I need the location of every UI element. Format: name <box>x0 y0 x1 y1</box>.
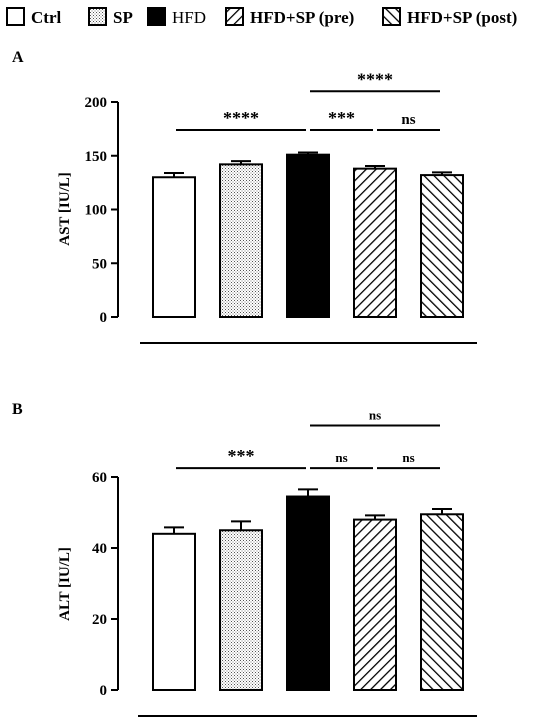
legend-label-sp: SP <box>113 8 133 27</box>
bar-a-2 <box>286 153 330 318</box>
sig-label-a-3: **** <box>357 69 393 89</box>
y-tick-label-a-4: 200 <box>85 95 108 111</box>
legend-swatch-sp <box>88 7 107 26</box>
panel-label-a: A <box>12 49 24 66</box>
y-tick-label-b-3: 60 <box>92 470 107 486</box>
legend-swatch-ctrl <box>6 7 25 26</box>
y-tick-label-a-0: 0 <box>100 310 108 326</box>
y-axis-title-b: ALT [IU/L] <box>57 547 73 621</box>
legend-swatch-hfd <box>147 7 166 26</box>
bar-a-0 <box>152 176 196 318</box>
y-tick-label-b-0: 0 <box>100 683 108 699</box>
sig-label-a-2: ns <box>401 112 415 128</box>
sig-label-b-3: ns <box>369 408 381 423</box>
y-tick-label-a-2: 100 <box>85 203 108 219</box>
sig-label-a-1: *** <box>328 108 355 128</box>
bar-b-4 <box>420 513 464 692</box>
legend-item-hfd: HFD <box>147 7 206 27</box>
bar-a-3 <box>353 167 397 318</box>
bar-a-1 <box>219 163 263 318</box>
sig-label-b-0: *** <box>228 446 255 466</box>
legend-label-hfd-sp-post: HFD+SP (post) <box>407 8 517 27</box>
sig-label-b-1: ns <box>335 450 347 465</box>
legend-label-ctrl: Ctrl <box>31 8 61 27</box>
y-tick-label-b-2: 40 <box>92 541 107 557</box>
legend-swatch-hfd-sp-pre <box>225 7 244 26</box>
legend-swatch-hfd-sp-post <box>382 7 401 26</box>
panel-b: B ALT [IU/L] 0 20 40 60 *** ns ns ns <box>12 401 477 717</box>
y-tick-label-a-1: 50 <box>92 256 107 272</box>
y-tick-label-a-3: 150 <box>85 149 108 165</box>
legend: Ctrl SP HFD HFD+SP (pre) HFD+SP (post) <box>6 7 517 27</box>
bar-b-2 <box>286 495 330 691</box>
legend-label-hfd: HFD <box>172 8 206 27</box>
bar-b-1 <box>219 529 263 691</box>
legend-item-ctrl: Ctrl <box>6 7 61 27</box>
panel-label-b: B <box>12 401 23 418</box>
chart-b-marks: 0 20 40 60 *** ns ns ns <box>92 408 477 717</box>
y-axis-title-a: AST [IU/L] <box>57 172 73 246</box>
legend-label-hfd-sp-pre: HFD+SP (pre) <box>250 8 354 27</box>
bar-a-4 <box>420 174 464 318</box>
y-tick-label-b-1: 20 <box>92 612 107 628</box>
bar-b-3 <box>353 518 397 691</box>
bar-b-0 <box>152 532 196 691</box>
sig-label-a-0: **** <box>223 108 259 128</box>
legend-item-hfd-sp-pre: HFD+SP (pre) <box>225 7 354 27</box>
legend-item-sp: SP <box>88 7 133 27</box>
legend-item-hfd-sp-post: HFD+SP (post) <box>382 7 517 27</box>
sig-label-b-2: ns <box>402 450 414 465</box>
